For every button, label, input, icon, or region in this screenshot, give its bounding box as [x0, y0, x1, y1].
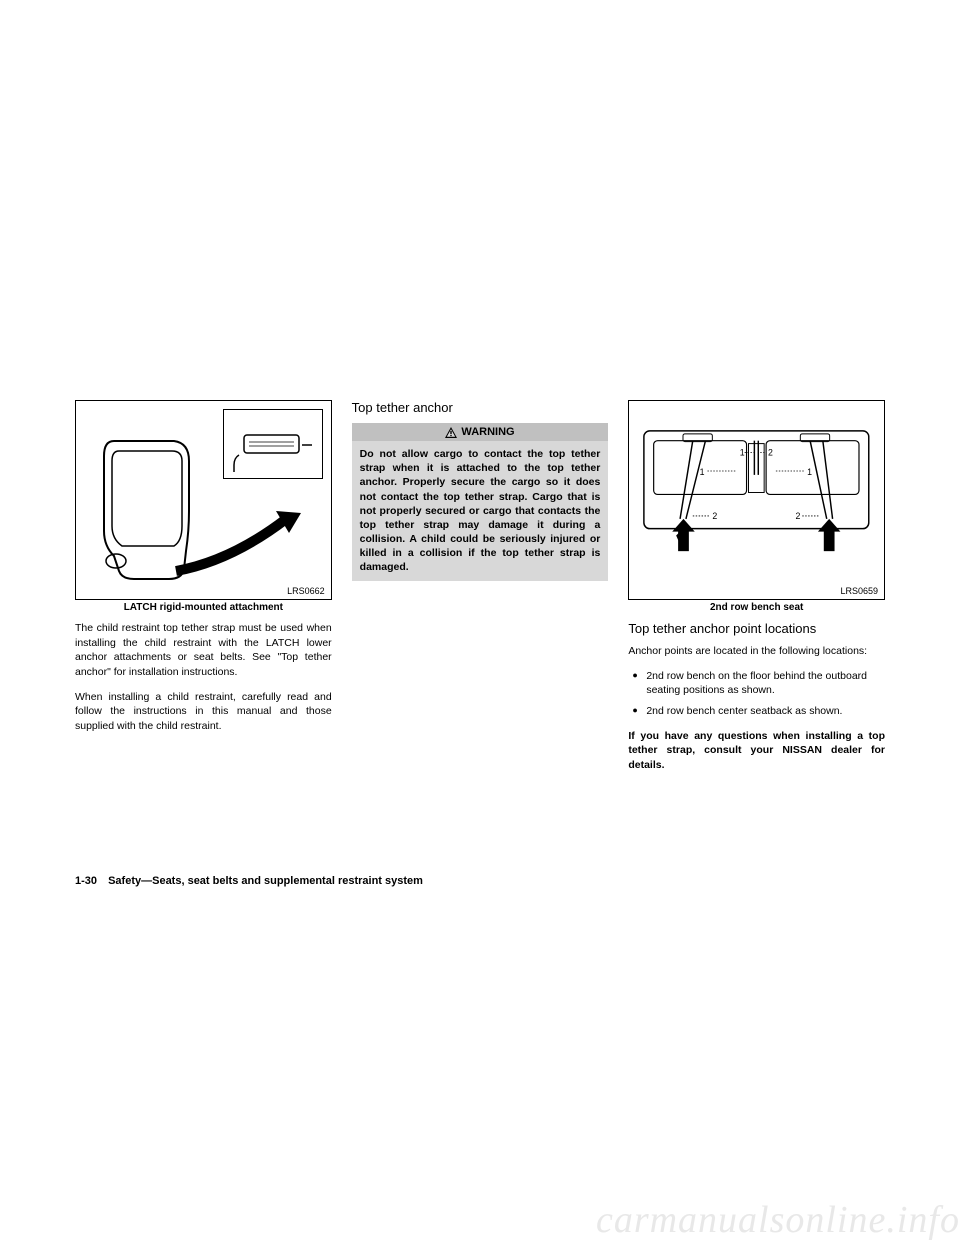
para-latch-1: The child restraint top tether strap mus… — [75, 621, 332, 680]
page-number: 1-30 — [75, 875, 97, 887]
svg-text:2: 2 — [796, 511, 801, 521]
page-footer: 1-30 Safety—Seats, seat belts and supple… — [75, 875, 423, 887]
column-2: Top tether anchor WARNING Do not allow c… — [352, 400, 609, 783]
warning-box: WARNING Do not allow cargo to contact th… — [352, 423, 609, 581]
heading-anchor-locations: Top tether anchor point locations — [628, 621, 885, 636]
figure-bench-seat: 1 2 1 1 2 2 LRS0659 — [628, 400, 885, 600]
svg-text:2: 2 — [713, 511, 718, 521]
svg-text:1: 1 — [808, 467, 813, 477]
para-anchor-1: Anchor points are located in the followi… — [628, 644, 885, 659]
figure-latch-attachment: LRS0662 — [75, 400, 332, 600]
figure-caption-1: LATCH rigid-mounted attachment — [75, 602, 332, 613]
warning-icon — [445, 427, 457, 438]
figure-inset — [223, 409, 323, 479]
column-1: LRS0662 LATCH rigid-mounted attachment T… — [75, 400, 332, 783]
bench-seat-illustration: 1 2 1 1 2 2 — [639, 426, 874, 553]
figure-caption-2: 2nd row bench seat — [628, 602, 885, 613]
svg-text:2: 2 — [768, 447, 773, 457]
figure-label-2: LRS0659 — [840, 586, 878, 596]
watermark: carmanualsonline.info — [596, 1198, 960, 1242]
heading-top-tether: Top tether anchor — [352, 400, 609, 415]
svg-text:1: 1 — [740, 447, 745, 457]
para-latch-2: When installing a child restraint, caref… — [75, 690, 332, 734]
arrow-icon — [171, 511, 311, 591]
list-item: 2nd row bench center seatback as shown. — [628, 704, 885, 719]
column-3: 1 2 1 1 2 2 LRS0659 2 — [628, 400, 885, 783]
list-item: 2nd row bench on the floor behind the ou… — [628, 669, 885, 698]
content-area: LRS0662 LATCH rigid-mounted attachment T… — [75, 400, 885, 783]
bullet-list: 2nd row bench on the floor behind the ou… — [628, 669, 885, 719]
warning-label: WARNING — [461, 426, 514, 438]
warning-text: Do not allow cargo to contact the top te… — [352, 441, 609, 581]
para-bold-consult: If you have any questions when installin… — [628, 729, 885, 773]
warning-header: WARNING — [352, 423, 609, 441]
svg-text:1: 1 — [700, 467, 705, 477]
figure-label-1: LRS0662 — [287, 586, 325, 596]
footer-section-title: Safety—Seats, seat belts and supplementa… — [108, 875, 423, 887]
